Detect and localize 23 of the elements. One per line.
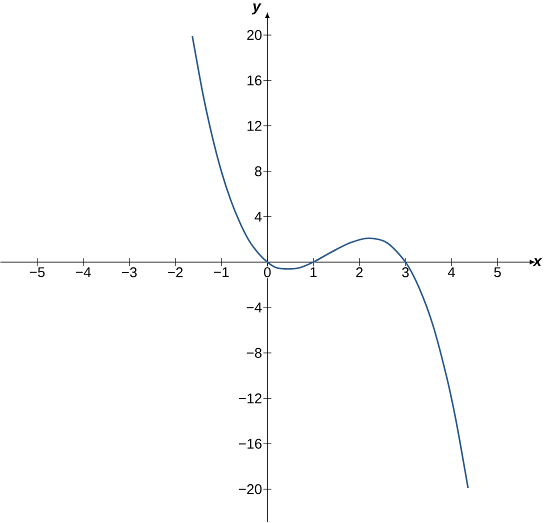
x-tick-label: −1 [214,268,229,278]
y-tick-label: −4 [246,302,262,313]
x-tick-label: −5 [30,268,45,278]
y-tick-label: −12 [238,394,262,404]
x-tick-label: 0 [264,268,271,278]
x-tick-label: −3 [122,268,137,278]
y-tick-label: 20 [247,30,262,40]
x-tick-label: −4 [76,268,91,278]
y-axis-title: y [252,4,262,15]
y-tick-label: 12 [248,121,262,131]
x-tick-label: 3 [402,268,409,278]
y-tick-label: 4 [254,212,262,222]
x-tick-label: 5 [494,268,501,278]
x-tick-label: 1 [310,268,317,278]
y-tick-label: −16 [238,439,262,449]
x-tick-label: −2 [168,268,183,278]
y-tick-label: −8 [246,348,262,358]
x-tick-label: 2 [356,268,363,278]
x-tick-label: 4 [448,268,455,278]
y-tick-label: 8 [254,166,262,176]
y-tick-label: −20 [238,484,262,494]
y-tick-label: 16 [248,76,262,86]
x-axis-title: x [532,258,542,266]
